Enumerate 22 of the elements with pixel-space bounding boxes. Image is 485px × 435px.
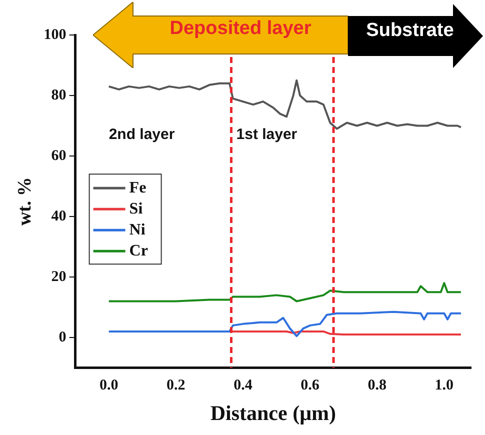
y-tick-label: 100: [44, 26, 66, 43]
legend-label: Ni: [129, 221, 146, 238]
x-tick-label: 0.6: [300, 378, 320, 394]
y-tick-label: 40: [51, 208, 66, 224]
y-tick-label: 0: [58, 329, 66, 346]
x-tick-label: 0.8: [368, 378, 386, 394]
y-tick-label: 20: [51, 268, 66, 285]
legend-label: Fe: [129, 179, 146, 196]
y-axis-title: wt. %: [14, 177, 36, 226]
legend-label: Si: [129, 200, 144, 218]
y-tick-label: 80: [51, 87, 66, 104]
x-tick-label: 0.2: [166, 378, 186, 394]
x-tick-label: 0.0: [99, 378, 118, 394]
annotation: 2nd layer: [108, 126, 175, 143]
x-tick-label: 1.0: [434, 378, 454, 394]
annotation: Substrate: [365, 20, 455, 42]
x-tick-label: 0.4: [234, 378, 253, 394]
annotation: 1st layer: [236, 126, 298, 143]
y-tick-label: 60: [51, 148, 66, 164]
x-axis-title: Distance (μm): [210, 400, 336, 425]
legend-label: Cr: [129, 242, 148, 260]
annotation: Deposited layer: [168, 18, 312, 40]
